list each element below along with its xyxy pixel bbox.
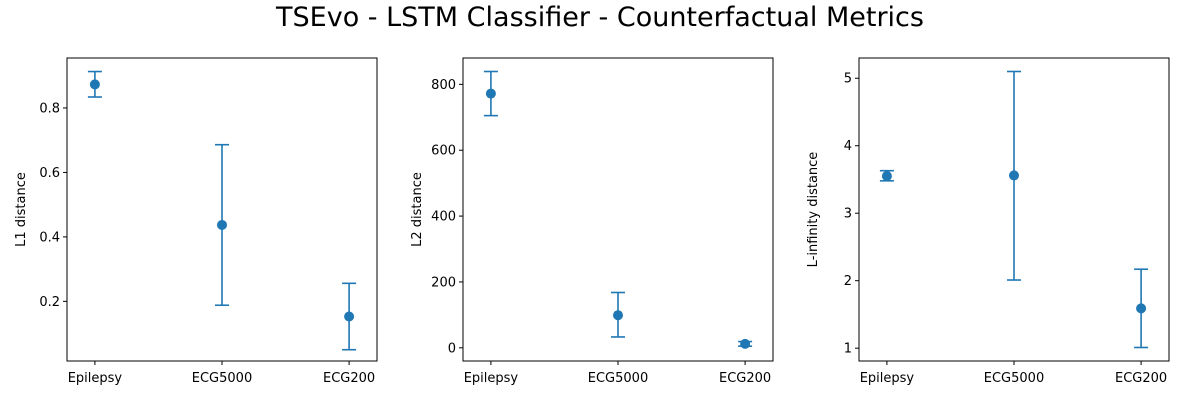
ytick-label: 600 — [431, 144, 456, 159]
xtick-label: ECG200 — [1115, 371, 1167, 386]
data-point — [881, 171, 892, 182]
ytick-label: 2 — [844, 274, 852, 289]
data-point — [485, 88, 496, 99]
xtick-label: ECG5000 — [588, 371, 648, 386]
ytick-label: 400 — [431, 210, 456, 225]
ytick-label: 0.4 — [39, 230, 60, 245]
xtick-label: ECG200 — [323, 371, 375, 386]
ytick-label: 0.8 — [39, 101, 60, 116]
ytick-label: 4 — [844, 139, 852, 154]
data-point — [740, 338, 751, 349]
ylabel: L-infinity distance — [806, 152, 821, 268]
data-point — [89, 79, 100, 90]
xtick-label: ECG200 — [719, 371, 771, 386]
ylabel: L2 distance — [410, 172, 425, 247]
ylabel: L1 distance — [14, 172, 29, 247]
data-point — [344, 311, 355, 322]
data-point — [1136, 303, 1147, 314]
ytick-label: 0.2 — [39, 295, 60, 310]
ytick-label: 200 — [431, 275, 456, 290]
ytick-label: 3 — [844, 207, 852, 222]
data-point — [217, 219, 227, 230]
xtick-label: ECG5000 — [192, 371, 252, 386]
ytick-label: 0 — [448, 341, 456, 356]
ytick-label: 0.6 — [39, 166, 60, 181]
ytick-label: 5 — [844, 72, 852, 87]
xtick-label: Epilepsy — [860, 371, 915, 386]
ytick-label: 1 — [844, 342, 852, 357]
xtick-label: Epilepsy — [464, 371, 519, 386]
figure-title: TSEvo - LSTM Classifier - Counterfactual… — [276, 2, 924, 33]
xtick-label: Epilepsy — [68, 371, 123, 386]
xtick-label: ECG5000 — [984, 371, 1044, 386]
data-point — [1009, 170, 1019, 181]
ytick-label: 800 — [431, 78, 456, 93]
data-point — [613, 310, 623, 321]
